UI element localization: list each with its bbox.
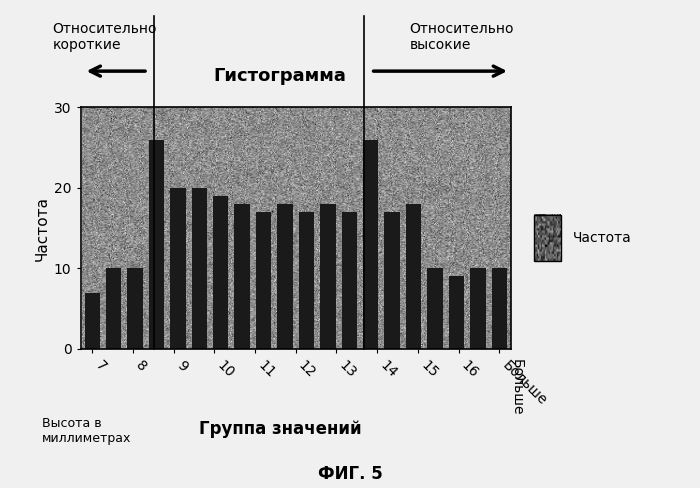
Bar — [127, 268, 143, 349]
Bar — [320, 204, 335, 349]
Bar — [106, 268, 121, 349]
Bar — [85, 292, 100, 349]
Bar — [299, 212, 314, 349]
Bar — [470, 268, 486, 349]
Bar — [213, 196, 228, 349]
Text: ФИГ. 5: ФИГ. 5 — [318, 465, 382, 483]
Text: Больше: Больше — [510, 359, 524, 415]
Text: Частота: Частота — [573, 231, 631, 245]
Bar — [406, 204, 421, 349]
Bar — [170, 188, 186, 349]
Bar — [427, 268, 442, 349]
Bar — [234, 204, 250, 349]
Text: Относительно
короткие: Относительно короткие — [52, 22, 157, 52]
Y-axis label: Частота: Частота — [35, 196, 50, 261]
Bar — [342, 212, 357, 349]
Text: Относительно
высокие: Относительно высокие — [410, 22, 514, 52]
Text: Гистограмма: Гистограмма — [214, 67, 346, 85]
Bar — [384, 212, 400, 349]
Text: Группа значений: Группа значений — [199, 420, 361, 438]
Bar — [491, 268, 507, 349]
Bar — [192, 188, 207, 349]
Bar — [277, 204, 293, 349]
Bar — [363, 140, 379, 349]
Text: Высота в
миллиметрах: Высота в миллиметрах — [42, 417, 132, 445]
Bar — [449, 276, 464, 349]
Bar — [256, 212, 272, 349]
Bar — [534, 215, 561, 261]
Bar — [149, 140, 164, 349]
